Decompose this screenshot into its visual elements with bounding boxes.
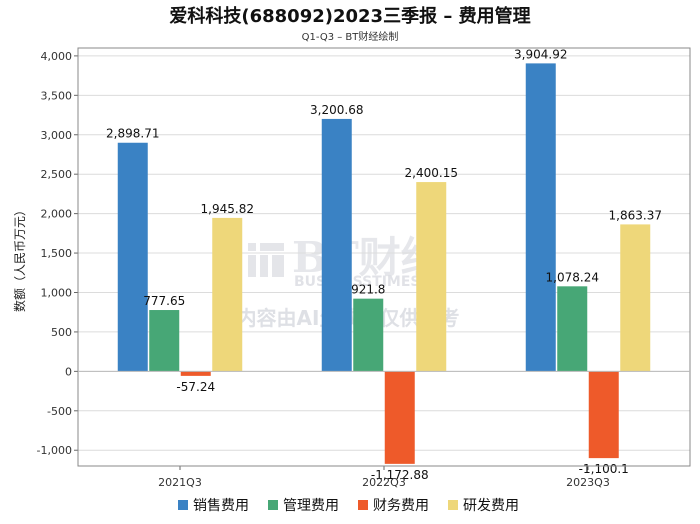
plot-border	[77, 47, 691, 467]
x-tick-label: 2021Q3	[158, 476, 202, 489]
data-label: -57.24	[176, 380, 215, 394]
bar	[180, 371, 211, 376]
x-tick-label: 2022Q3	[362, 476, 406, 489]
data-label: 1,078.24	[546, 270, 599, 284]
data-label: 1,945.82	[201, 202, 254, 216]
y-tick-label: -500	[47, 405, 72, 418]
x-axis-ticks: 2021Q3 2022Q3 2023Q3	[158, 466, 610, 489]
bars	[117, 63, 651, 464]
y-tick-label: 4,000	[41, 50, 73, 63]
grid	[78, 55, 690, 451]
y-tick-label: 0	[65, 365, 72, 378]
plot-frame	[77, 47, 691, 467]
y-tick-label: 1,000	[41, 286, 73, 299]
legend-label: 销售费用	[193, 498, 249, 514]
bar	[525, 63, 556, 372]
bar	[353, 298, 384, 372]
x-tick-label: 2023Q3	[566, 476, 610, 489]
bar	[149, 310, 180, 372]
data-label: -1,100.1	[579, 462, 629, 476]
data-label: 1,863.37	[609, 208, 662, 222]
y-tick-label: 2,000	[41, 208, 73, 221]
legend-swatch	[448, 500, 458, 510]
bar	[384, 371, 415, 464]
y-tick-label: 3,000	[41, 129, 73, 142]
y-tick-label: 500	[51, 326, 72, 339]
bar	[117, 142, 148, 372]
watermark-logo-icon	[248, 243, 284, 277]
data-label: 2,400.15	[405, 166, 458, 180]
legend-label: 财务费用	[373, 498, 429, 514]
bar	[416, 182, 447, 372]
bar	[212, 217, 243, 372]
chart-title: 爱科科技(688092)2023三季报 – 费用管理	[169, 5, 530, 27]
y-tick-label: 1,500	[41, 247, 73, 260]
data-label: 921.8	[351, 283, 385, 297]
data-label: 3,904.92	[514, 47, 567, 61]
legend-label: 管理费用	[283, 498, 339, 514]
bar	[620, 224, 651, 372]
legend-swatch	[178, 500, 188, 510]
data-label: -1,172.88	[371, 468, 429, 482]
legend: 销售费用 管理费用 财务费用 研发费用	[178, 498, 519, 514]
y-axis-title: 数额（人民币万元）	[12, 204, 27, 312]
y-axis-ticks: 4,000 3,500 3,000 2,500 2,000 1,500 1,000 500 0 -…	[37, 50, 78, 457]
bar	[557, 286, 588, 372]
bar	[321, 118, 352, 372]
legend-label: 研发费用	[463, 498, 519, 514]
y-tick-label: 2,500	[41, 168, 73, 181]
data-label: 3,200.68	[310, 103, 363, 117]
chart-subtitle: Q1-Q3 – BT财经绘制	[302, 30, 399, 43]
legend-swatch	[268, 500, 278, 510]
bar	[588, 371, 619, 459]
data-label: 2,898.71	[106, 127, 159, 141]
data-label: 777.65	[143, 294, 185, 308]
legend-swatch	[358, 500, 368, 510]
y-tick-label: 3,500	[41, 89, 73, 102]
y-tick-label: -1,000	[37, 444, 72, 457]
